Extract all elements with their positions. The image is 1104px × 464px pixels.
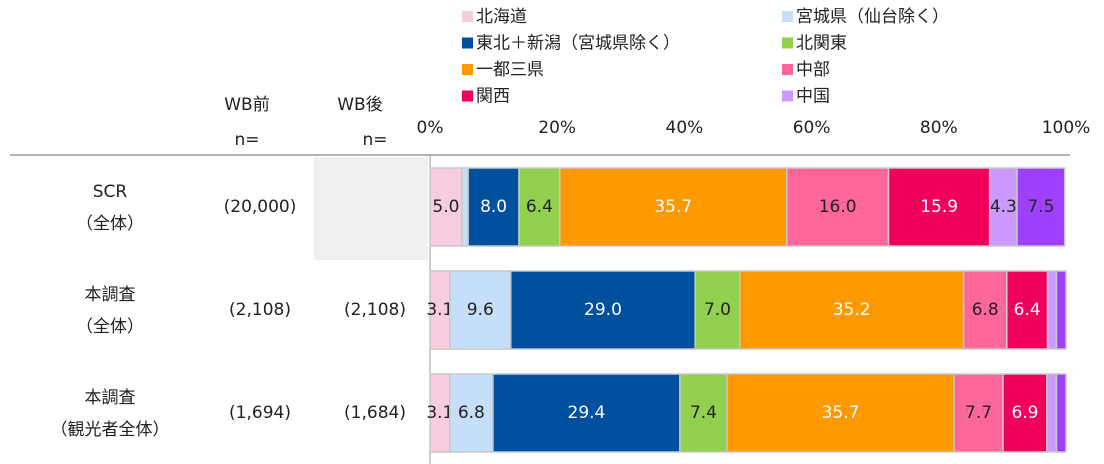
n-before: (20,000) [224, 197, 297, 217]
x-tick-label: 100% [1042, 118, 1091, 138]
row-label: SCR [93, 182, 128, 202]
bar-segment [887, 167, 991, 247]
bar-segment [558, 167, 788, 247]
legend-swatch [782, 11, 793, 22]
bar-segment [1046, 373, 1058, 453]
x-tick-label: 80% [920, 118, 958, 138]
n-before: (2,108) [229, 300, 291, 320]
empty-cell [314, 157, 428, 260]
data-label: 6.4 [526, 197, 553, 217]
x-tick-label: 20% [538, 118, 576, 138]
data-label: 7.0 [704, 300, 731, 320]
row-label: （観光者全体） [51, 420, 170, 440]
bar-segment [1055, 270, 1067, 350]
row-label: （全体） [76, 214, 144, 234]
n-after: (1,684) [344, 403, 406, 423]
legend-swatch [462, 90, 473, 102]
data-label: 29.4 [568, 403, 606, 423]
legend-swatch [462, 64, 473, 75]
x-tick-label: 0% [417, 118, 444, 138]
bar-segment [492, 373, 681, 453]
bar-segment [518, 167, 561, 247]
legend-label: 一都三県 [476, 60, 544, 80]
data-label: 5.0 [432, 197, 459, 217]
legend-swatch [782, 37, 793, 49]
data-label: 35.7 [654, 197, 692, 217]
legend-swatch [782, 90, 793, 102]
data-label: 29.0 [584, 300, 622, 320]
bar-segment [461, 167, 469, 247]
data-label: 15.9 [920, 197, 958, 217]
data-label: 7.4 [690, 403, 717, 423]
row-label: （全体） [76, 317, 144, 337]
bar-segment [738, 270, 965, 350]
legend-swatch [462, 11, 473, 22]
bar-segment [1046, 270, 1058, 350]
x-tick-label: 60% [793, 118, 831, 138]
bar-segment [1016, 167, 1066, 247]
data-label: 6.8 [458, 403, 485, 423]
legend-label: 東北＋新潟（宮城県除く） [476, 34, 680, 54]
data-label: 3.1 [426, 403, 453, 423]
data-label: 35.2 [833, 300, 871, 320]
data-label: 7.5 [1027, 197, 1054, 217]
data-label: 7.7 [965, 403, 992, 423]
bar-segment [1006, 270, 1049, 350]
bar-segment [953, 373, 1004, 453]
data-label: 4.3 [990, 197, 1017, 217]
header: WB後 [337, 95, 382, 115]
header: WB前 [224, 95, 269, 115]
bar-segment [510, 270, 696, 350]
legend-swatch [782, 64, 793, 75]
legend-label: 中部 [796, 60, 830, 80]
data-label: 8.0 [480, 197, 507, 217]
data-label: 6.4 [1014, 300, 1041, 320]
bar-segment [1055, 373, 1067, 453]
data-label: 6.8 [972, 300, 999, 320]
bar-segment [467, 167, 520, 247]
header: n= [234, 130, 259, 150]
legend-swatch [462, 37, 473, 49]
row-label: 本調査 [85, 388, 136, 408]
legend-label: 宮城県（仙台除く） [796, 7, 949, 27]
header: n= [362, 130, 387, 150]
bar-segment [962, 270, 1008, 350]
bar-segment [988, 167, 1018, 247]
n-before: (1,694) [229, 403, 291, 423]
row-label: 本調査 [85, 285, 136, 305]
data-label: 6.9 [1011, 403, 1038, 423]
legend-label: 北海道 [476, 7, 527, 27]
legend-label: 中国 [796, 87, 830, 107]
legend-label: 関西 [476, 87, 510, 107]
n-after: (2,108) [344, 300, 406, 320]
bar-segment [448, 373, 494, 453]
bar-segment [1002, 373, 1048, 453]
data-label: 35.7 [822, 403, 860, 423]
data-label: 9.6 [467, 300, 494, 320]
legend-label: 北関東 [796, 34, 847, 54]
data-label: 3.1 [426, 300, 453, 320]
x-tick-label: 40% [666, 118, 704, 138]
bar-segment [726, 373, 955, 453]
data-label: 16.0 [819, 197, 857, 217]
